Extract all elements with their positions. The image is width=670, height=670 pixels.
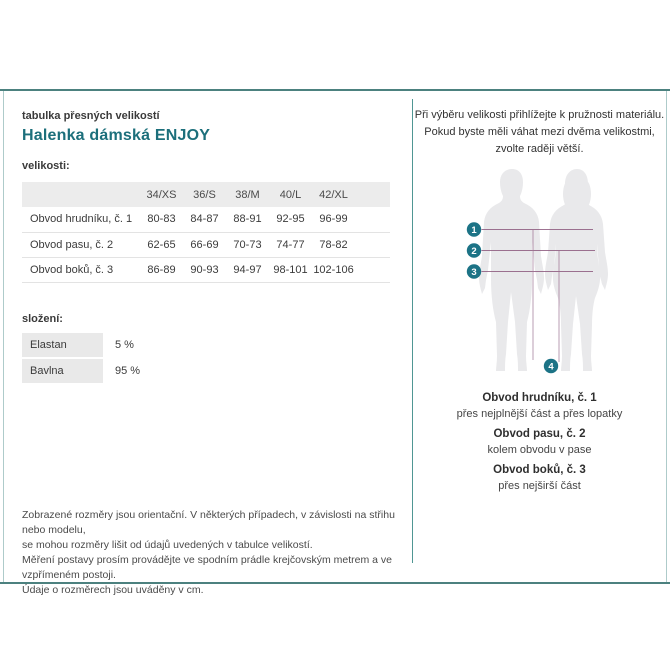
product-title: Halenka dámská ENJOY: [22, 127, 211, 144]
size-col-header: 38/M: [226, 182, 269, 207]
disclaimer-notes: Zobrazené rozměry jsou orientační. V něk…: [22, 508, 412, 598]
bottom-border-rule: [0, 582, 670, 584]
size-cell-empty: [355, 257, 390, 283]
size-col-empty: [22, 182, 140, 207]
size-table-panel: tabulka přesných velikostí Halenka dámsk…: [4, 91, 412, 596]
material-name: Bavlna: [22, 359, 103, 383]
size-cell-empty: [355, 207, 390, 233]
female-silhouette: [545, 169, 608, 371]
size-table-header-row: 34/XS 36/S 38/M 40/L 42/XL: [22, 182, 390, 207]
table-row: Obvod boků, č. 3 86-89 90-93 94-97 98-10…: [22, 257, 390, 283]
size-col-header: 36/S: [183, 182, 226, 207]
measurement-title: Obvod hrudníku, č. 1: [482, 392, 597, 404]
table-row: Obvod hrudníku, č. 1 80-83 84-87 88-91 9…: [22, 207, 390, 233]
measurement-descriptions: Obvod hrudníku, č. 1 přes nejplnější čás…: [413, 390, 666, 498]
size-cell: 70-73: [226, 232, 269, 258]
marker-2-number: 2: [471, 246, 476, 257]
size-cell: 62-65: [140, 232, 183, 258]
row-label: Obvod hrudníku, č. 1: [22, 207, 140, 233]
size-table: 34/XS 36/S 38/M 40/L 42/XL Obvod hrudník…: [22, 182, 390, 283]
advice-line: zvolte raději větší.: [495, 143, 584, 155]
markers: 1 2 3 4: [466, 222, 559, 374]
size-cell: 88-91: [226, 207, 269, 233]
measurement-title: Obvod boků, č. 3: [493, 464, 586, 476]
note-line: se mohou rozměry lišit od údajů uvedenýc…: [22, 539, 313, 551]
page-kicker: tabulka přesných velikostí: [22, 110, 160, 122]
size-col-header: 42/XL: [312, 182, 355, 207]
composition-row: Elastan 5 %: [22, 333, 140, 357]
advice-line: Pokud byste měli váhat mezi dvěma veliko…: [424, 126, 655, 138]
size-col-header: 34/XS: [140, 182, 183, 207]
material-name: Elastan: [22, 333, 103, 357]
size-cell-empty: [355, 232, 390, 258]
marker-4-badge: [543, 358, 559, 374]
note-line: Zobrazené rozměry jsou orientační. V něk…: [22, 509, 395, 536]
size-cell: 78-82: [312, 232, 355, 258]
size-advice-text: Při výběru velikosti přihlížejte k pružn…: [413, 107, 666, 158]
marker-2-badge: [466, 243, 482, 258]
size-cell: 102-106: [312, 257, 355, 283]
size-col-header: 40/L: [269, 182, 312, 207]
measurement-lines: [481, 229, 595, 362]
size-cell: 90-93: [183, 257, 226, 283]
size-cell: 98-101: [269, 257, 312, 283]
measurement-desc: přes nejširší část: [498, 480, 581, 492]
measurement-desc: přes nejplnější část a přes lopatky: [456, 408, 623, 420]
table-row: Obvod pasu, č. 2 62-65 66-69 70-73 74-77…: [22, 232, 390, 258]
measurement-guide-panel: Při výběru velikosti přihlížejte k pružn…: [413, 91, 666, 582]
size-cell: 86-89: [140, 257, 183, 283]
row-label: Obvod boků, č. 3: [22, 257, 140, 283]
top-border-rule: [0, 89, 670, 91]
marker-3-number: 3: [471, 267, 476, 278]
material-percent: 95 %: [115, 365, 141, 377]
advice-line: Při výběru velikosti přihlížejte k pružn…: [414, 109, 665, 121]
size-cell: 74-77: [269, 232, 312, 258]
marker-4-number: 4: [548, 362, 554, 373]
note-line: Údaje o rozměrech jsou uváděny v cm.: [22, 584, 204, 596]
marker-1-number: 1: [471, 225, 477, 236]
size-cell: 80-83: [140, 207, 183, 233]
size-cell: 96-99: [312, 207, 355, 233]
composition-row: Bavlna 95 %: [22, 359, 140, 383]
size-col-empty: [355, 182, 390, 207]
note-line: Měření postavy prosím provádějte ve spod…: [22, 554, 392, 581]
composition-section-label: složení:: [22, 313, 63, 325]
size-cell: 94-97: [226, 257, 269, 283]
material-percent: 5 %: [115, 339, 134, 351]
size-cell: 84-87: [183, 207, 226, 233]
measurement-desc: kolem obvodu v pase: [487, 444, 592, 456]
vertical-divider: [412, 99, 413, 563]
marker-3-badge: [466, 264, 482, 279]
male-silhouette: [479, 169, 544, 371]
marker-1-badge: [466, 222, 482, 237]
content-frame: tabulka přesných velikostí Halenka dámsk…: [3, 91, 667, 596]
size-cell: 92-95: [269, 207, 312, 233]
sizes-section-label: velikosti:: [22, 160, 70, 172]
measurement-title: Obvod pasu, č. 2: [493, 428, 586, 440]
row-label: Obvod pasu, č. 2: [22, 232, 140, 258]
size-cell: 66-69: [183, 232, 226, 258]
body-silhouettes-diagram: 1 2 3 4: [466, 169, 608, 374]
composition-table: Elastan 5 % Bavlna 95 %: [22, 333, 140, 385]
